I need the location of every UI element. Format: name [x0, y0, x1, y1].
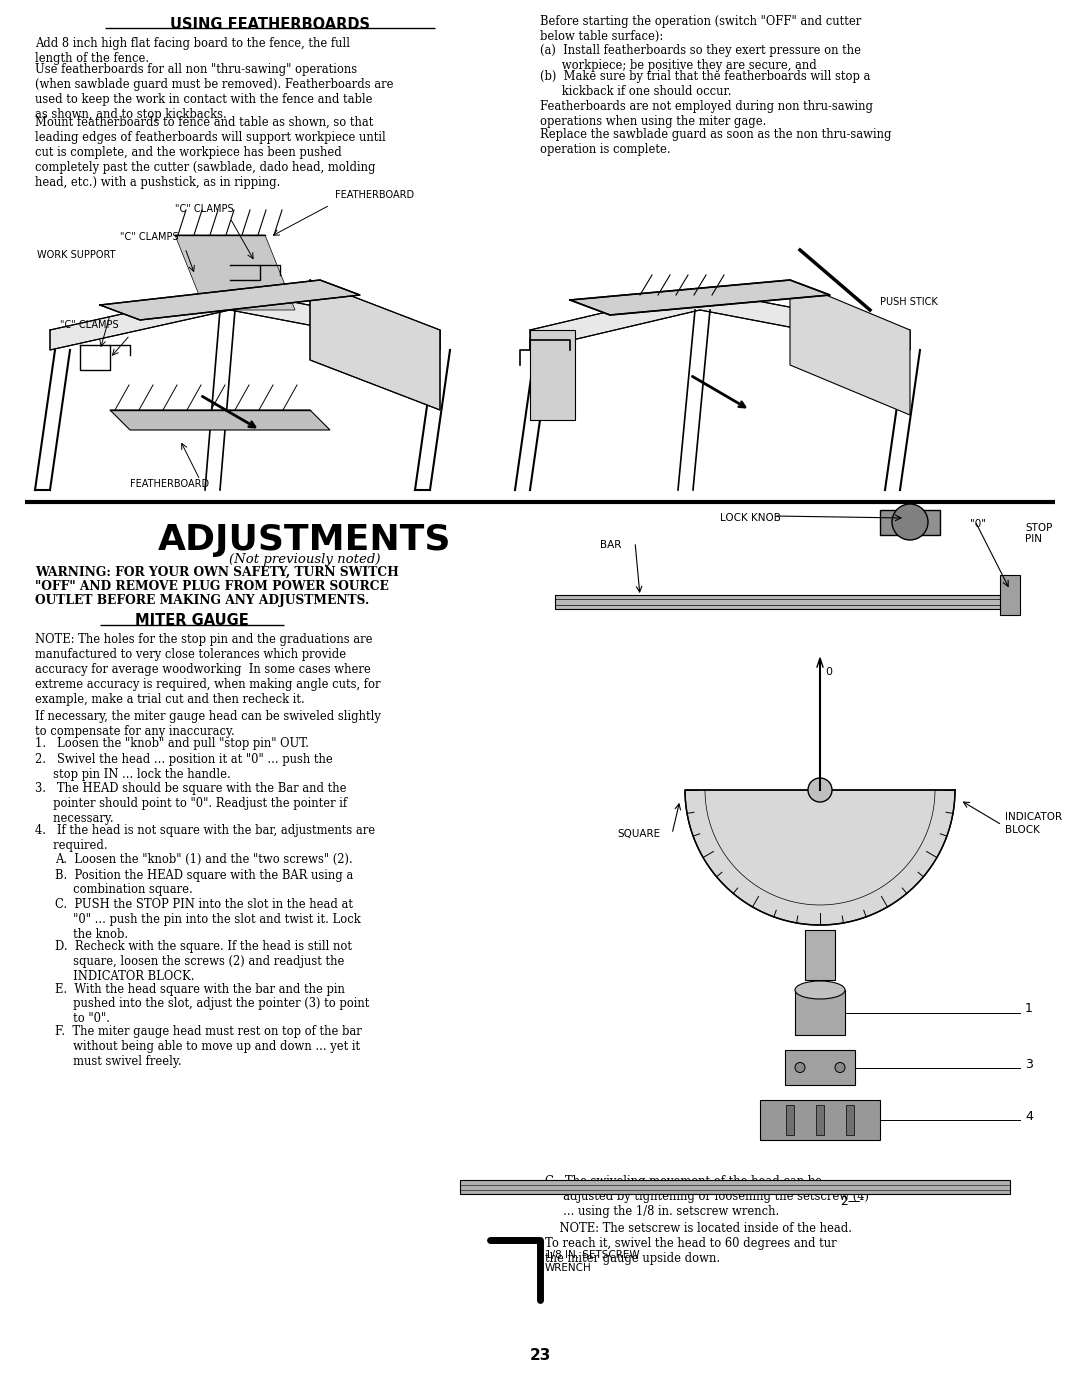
Text: SQUARE: SQUARE — [617, 829, 660, 839]
Text: USING FEATHERBOARDS: USING FEATHERBOARDS — [170, 16, 370, 32]
Polygon shape — [570, 280, 831, 315]
Polygon shape — [816, 1106, 824, 1134]
Polygon shape — [175, 235, 295, 309]
Text: NOTE: The holes for the stop pin and the graduations are
manufactured to very cl: NOTE: The holes for the stop pin and the… — [35, 632, 380, 705]
Text: 2—: 2— — [840, 1195, 861, 1209]
Text: 2.   Swivel the head ... position it at "0" ... push the
     stop pin IN ... lo: 2. Swivel the head ... position it at "0… — [35, 752, 333, 781]
Text: 1: 1 — [1025, 1002, 1032, 1016]
Text: FEATHERBOARD: FEATHERBOARD — [130, 478, 210, 489]
Text: WORK SUPPORT: WORK SUPPORT — [37, 250, 116, 260]
Text: "C" CLAMPS: "C" CLAMPS — [175, 204, 233, 214]
Text: ADJUSTMENTS: ADJUSTMENTS — [159, 522, 451, 557]
Circle shape — [835, 1063, 845, 1072]
Polygon shape — [685, 791, 955, 925]
Text: PIN: PIN — [1025, 534, 1042, 544]
Text: NOTE: The setscrew is located inside of the head.
To reach it, swivel the head t: NOTE: The setscrew is located inside of … — [545, 1222, 852, 1265]
Text: 4: 4 — [1025, 1110, 1032, 1123]
Text: (Not previously noted): (Not previously noted) — [229, 553, 381, 566]
Text: 3: 3 — [1025, 1057, 1032, 1071]
Text: Before starting the operation (switch "OFF" and cutter
below table surface):: Before starting the operation (switch "O… — [540, 15, 861, 43]
Text: D.  Recheck with the square. If the head is still not
     square, loosen the sc: D. Recheck with the square. If the head … — [55, 941, 352, 983]
Polygon shape — [805, 930, 835, 980]
Text: MITER GAUGE: MITER GAUGE — [135, 613, 248, 628]
Circle shape — [795, 1063, 805, 1072]
Text: G.  The swiveling movement of the head can be
     adjusted by tightening or loo: G. The swiveling movement of the head ca… — [545, 1176, 869, 1218]
Polygon shape — [795, 990, 845, 1035]
Text: 0: 0 — [825, 667, 832, 676]
Polygon shape — [555, 595, 1010, 609]
Polygon shape — [50, 290, 440, 351]
Text: Use featherboards for all non "thru-sawing" operations
(when sawblade guard must: Use featherboards for all non "thru-sawi… — [35, 63, 393, 121]
Text: C.  PUSH the STOP PIN into the slot in the head at
     "0" ... push the pin int: C. PUSH the STOP PIN into the slot in th… — [55, 898, 361, 940]
Polygon shape — [110, 410, 330, 430]
Polygon shape — [789, 280, 910, 415]
Polygon shape — [530, 290, 910, 351]
Polygon shape — [786, 1106, 794, 1134]
Polygon shape — [100, 280, 360, 320]
Text: OUTLET BEFORE MAKING ANY ADJUSTMENTS.: OUTLET BEFORE MAKING ANY ADJUSTMENTS. — [35, 594, 369, 606]
Text: (a)  Install featherboards so they exert pressure on the
      workpiece; be pos: (a) Install featherboards so they exert … — [540, 44, 861, 72]
Text: WARNING: FOR YOUR OWN SAFETY, TURN SWITCH: WARNING: FOR YOUR OWN SAFETY, TURN SWITC… — [35, 566, 399, 579]
Text: 23: 23 — [529, 1348, 551, 1363]
Text: E.  With the head square with the bar and the pin
     pushed into the slot, adj: E. With the head square with the bar and… — [55, 983, 369, 1026]
Text: A.  Loosen the "knob" (1) and the "two screws" (2).: A. Loosen the "knob" (1) and the "two sc… — [55, 852, 353, 866]
Text: WRENCH: WRENCH — [545, 1264, 592, 1273]
Ellipse shape — [795, 980, 845, 1000]
Text: Replace the sawblade guard as soon as the non thru-sawing
operation is complete.: Replace the sawblade guard as soon as th… — [540, 128, 891, 155]
Text: 4.   If the head is not square with the bar, adjustments are
     required.: 4. If the head is not square with the ba… — [35, 824, 375, 852]
Text: 1.   Loosen the "knob" and pull "stop pin" OUT.: 1. Loosen the "knob" and pull "stop pin"… — [35, 737, 309, 749]
Text: "C" CLAMPS: "C" CLAMPS — [60, 320, 119, 330]
Polygon shape — [1000, 575, 1020, 615]
Polygon shape — [310, 280, 440, 410]
Text: "OFF" AND REMOVE PLUG FROM POWER SOURCE: "OFF" AND REMOVE PLUG FROM POWER SOURCE — [35, 580, 389, 593]
Text: Mount featherboards to fence and table as shown, so that
leading edges of feathe: Mount featherboards to fence and table a… — [35, 116, 386, 188]
Text: BAR: BAR — [600, 540, 621, 550]
Polygon shape — [785, 1050, 855, 1085]
Circle shape — [892, 505, 928, 540]
Text: (b)  Make sure by trial that the featherboards will stop a
      kickback if one: (b) Make sure by trial that the featherb… — [540, 70, 870, 98]
Text: Add 8 inch high flat facing board to the fence, the full
length of the fence.: Add 8 inch high flat facing board to the… — [35, 37, 350, 65]
Text: LOCK KNOB: LOCK KNOB — [720, 513, 781, 522]
Circle shape — [808, 778, 832, 802]
Text: B.  Position the HEAD square with the BAR using a
     combination square.: B. Position the HEAD square with the BAR… — [55, 869, 353, 896]
Polygon shape — [880, 510, 940, 535]
Text: If necessary, the miter gauge head can be swiveled slightly
to compensate for an: If necessary, the miter gauge head can b… — [35, 710, 381, 738]
Polygon shape — [760, 1100, 880, 1140]
Text: FEATHERBOARD: FEATHERBOARD — [335, 190, 414, 199]
Text: STOP: STOP — [1025, 522, 1052, 534]
Polygon shape — [846, 1106, 854, 1134]
Text: 1/8 IN. SETSCREW: 1/8 IN. SETSCREW — [545, 1250, 639, 1260]
Text: BLOCK: BLOCK — [1005, 825, 1040, 835]
Text: INDICATOR: INDICATOR — [1005, 813, 1062, 822]
Text: "C" CLAMPS: "C" CLAMPS — [120, 232, 178, 242]
Polygon shape — [460, 1180, 1010, 1194]
Polygon shape — [530, 330, 575, 419]
Text: "0": "0" — [970, 518, 986, 529]
Text: 3.   The HEAD should be square with the Bar and the
     pointer should point to: 3. The HEAD should be square with the Ba… — [35, 781, 347, 825]
Text: F.  The miter gauge head must rest on top of the bar
     without being able to : F. The miter gauge head must rest on top… — [55, 1024, 362, 1068]
Text: Featherboards are not employed during non thru-sawing
operations when using the : Featherboards are not employed during no… — [540, 100, 873, 128]
Text: PUSH STICK: PUSH STICK — [880, 297, 937, 307]
